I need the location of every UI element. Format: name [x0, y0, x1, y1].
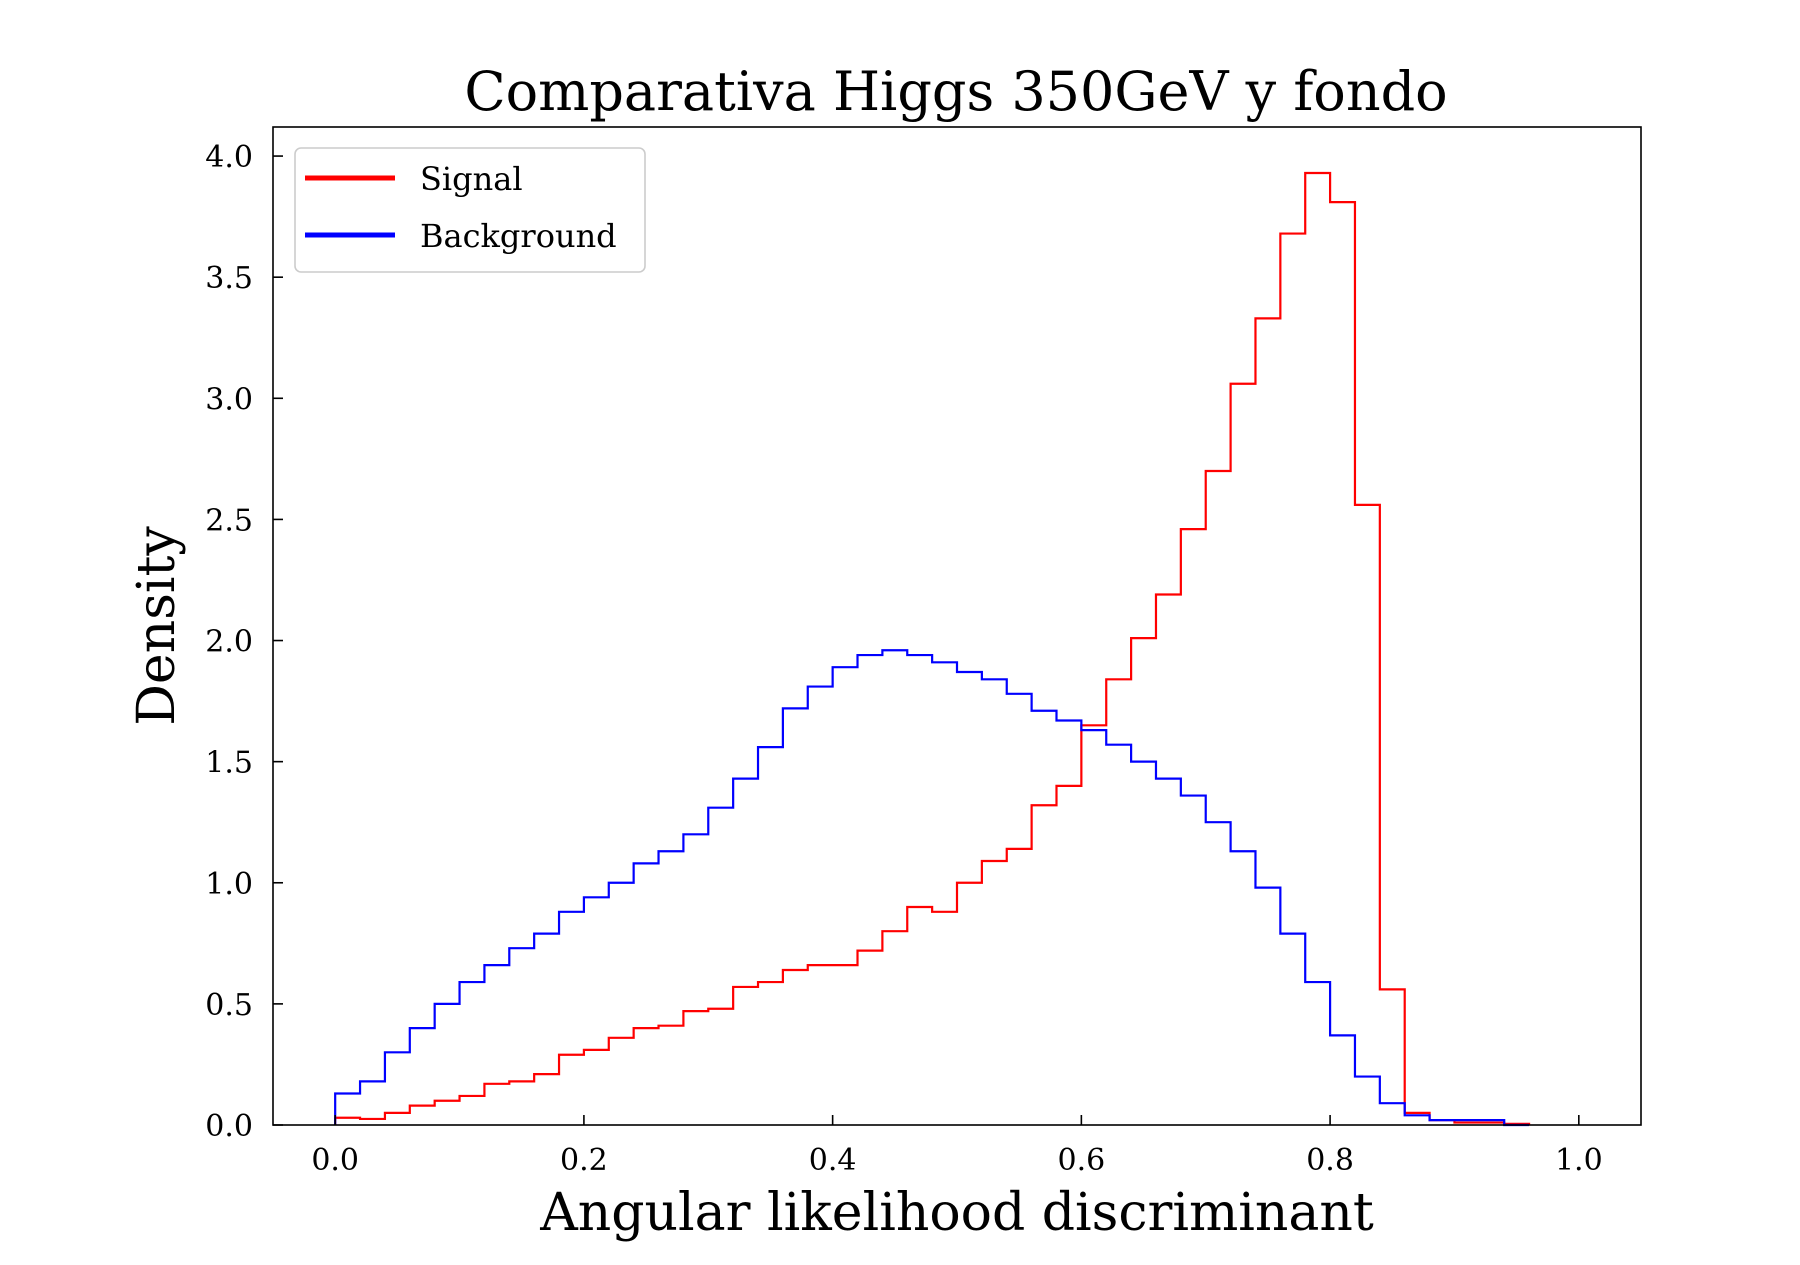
series-background-histogram — [334, 649, 1530, 1127]
series-layer — [334, 171, 1531, 1127]
y-tick-label: 0.5 — [205, 988, 253, 1023]
y-tick-label: 2.5 — [205, 503, 253, 538]
y-tick-label: 3.5 — [205, 261, 253, 296]
x-tick-label: 0.0 — [311, 1143, 359, 1178]
y-tick-label: 1.5 — [205, 746, 253, 781]
legend-background-label: Background — [420, 217, 617, 255]
plot-area-frame — [272, 126, 1642, 1126]
legend: Signal Background — [294, 147, 646, 273]
x-tick-label: 0.8 — [1306, 1143, 1354, 1178]
ticks-layer: 0.0 0.2 0.4 0.6 0.8 1.0 0.0 0.5 1.0 1.5 2.0 2.5 3.0 3… — [205, 140, 1602, 1178]
y-tick-label: 4.0 — [205, 140, 253, 175]
y-tick-label: 3.0 — [205, 382, 253, 417]
y-tick-label: 1.0 — [205, 867, 253, 902]
y-tick-label: 0.0 — [205, 1109, 253, 1144]
x-tick-label: 1.0 — [1555, 1143, 1603, 1178]
y-axis-label: Density — [127, 526, 187, 726]
y-tick-label: 2.0 — [205, 625, 253, 660]
x-axis-label: Angular likelihood discriminant — [539, 1183, 1374, 1243]
legend-signal-label: Signal — [420, 160, 523, 198]
x-tick-label: 0.6 — [1058, 1143, 1106, 1178]
chart-title: Comparativa Higgs 350GeV y fondo — [464, 60, 1447, 123]
x-tick-label: 0.4 — [809, 1143, 857, 1178]
series-signal-histogram — [334, 171, 1531, 1125]
x-tick-label: 0.2 — [560, 1143, 608, 1178]
